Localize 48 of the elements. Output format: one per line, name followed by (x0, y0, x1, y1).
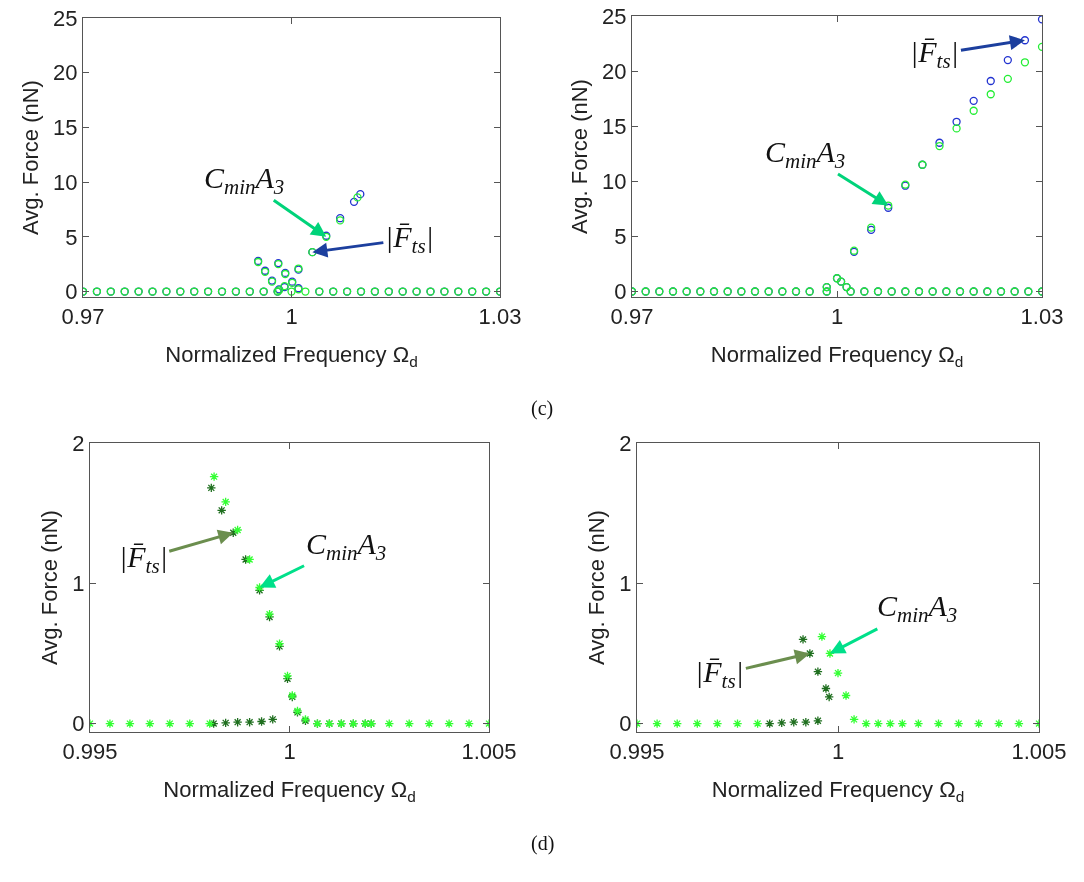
y-tick-label: 25 (602, 3, 627, 29)
y-tick-label: 10 (53, 169, 78, 195)
annotation: C$_{min}$A$_{3}$ (204, 161, 285, 200)
annotation: |F̄$_{ts}$| (385, 220, 434, 259)
y-tick-label: 5 (614, 224, 627, 250)
y-axis-title: Avg. Force (nN) (37, 510, 63, 665)
x-tick-label: 0.995 (62, 739, 118, 765)
y-tick-label: 2 (72, 430, 85, 456)
y-tick-label: 2 (619, 430, 632, 456)
y-axis-title: Avg. Force (nN) (584, 510, 610, 665)
x-tick-label: 1 (831, 739, 845, 765)
y-axis-title: Avg. Force (nN) (566, 79, 592, 234)
x-tick-label: 1 (283, 739, 296, 765)
y-tick-label: 15 (602, 113, 627, 139)
y-tick-label: 0 (65, 279, 78, 305)
annotation: C$_{min}$A$_{3}$ (877, 589, 958, 628)
x-tick-label: 1 (830, 304, 844, 330)
text: (d) (531, 832, 555, 855)
x-tick-label: 1 (285, 304, 298, 330)
x-axis-title: Normalized Frequency Ω$_{d}$ (711, 777, 965, 805)
x-axis-title: Normalized Frequency Ω$_{d}$ (710, 342, 964, 370)
x-axis-title: Normalized Frequency Ω$_{d}$ (165, 342, 418, 370)
x-tick-label: 0.995 (609, 739, 665, 765)
y-tick-label: 5 (65, 224, 78, 250)
y-tick-label: 25 (53, 5, 78, 31)
annotation: |F̄$_{ts}$| (119, 540, 168, 579)
text: (c) (531, 397, 554, 420)
y-tick-label: 1 (72, 570, 85, 596)
y-tick-label: 0 (72, 711, 85, 737)
x-tick-label: 1.03 (478, 304, 522, 330)
annotation: |F̄$_{ts}$| (910, 35, 959, 74)
y-axis-title: Avg. Force (nN) (17, 80, 43, 235)
y-tick-label: 20 (602, 58, 627, 84)
annotation: C$_{min}$A$_{3}$ (765, 135, 846, 174)
x-tick-label: 1.03 (1020, 304, 1064, 330)
x-tick-label: 1.005 (1011, 739, 1067, 765)
x-tick-label: 0.97 (610, 304, 654, 330)
y-tick-label: 0 (614, 279, 627, 305)
y-tick-label: 20 (53, 60, 78, 86)
annotation: |F̄$_{ts}$| (695, 655, 744, 694)
y-tick-label: 15 (53, 115, 78, 141)
annotation: C$_{min}$A$_{3}$ (306, 527, 387, 566)
y-tick-label: 1 (619, 570, 632, 596)
y-tick-label: 10 (602, 168, 627, 194)
x-axis-title: Normalized Frequency Ω$_{d}$ (163, 777, 416, 805)
y-tick-label: 0 (619, 711, 632, 737)
x-tick-label: 1.005 (461, 739, 517, 765)
x-tick-label: 0.97 (61, 304, 105, 330)
